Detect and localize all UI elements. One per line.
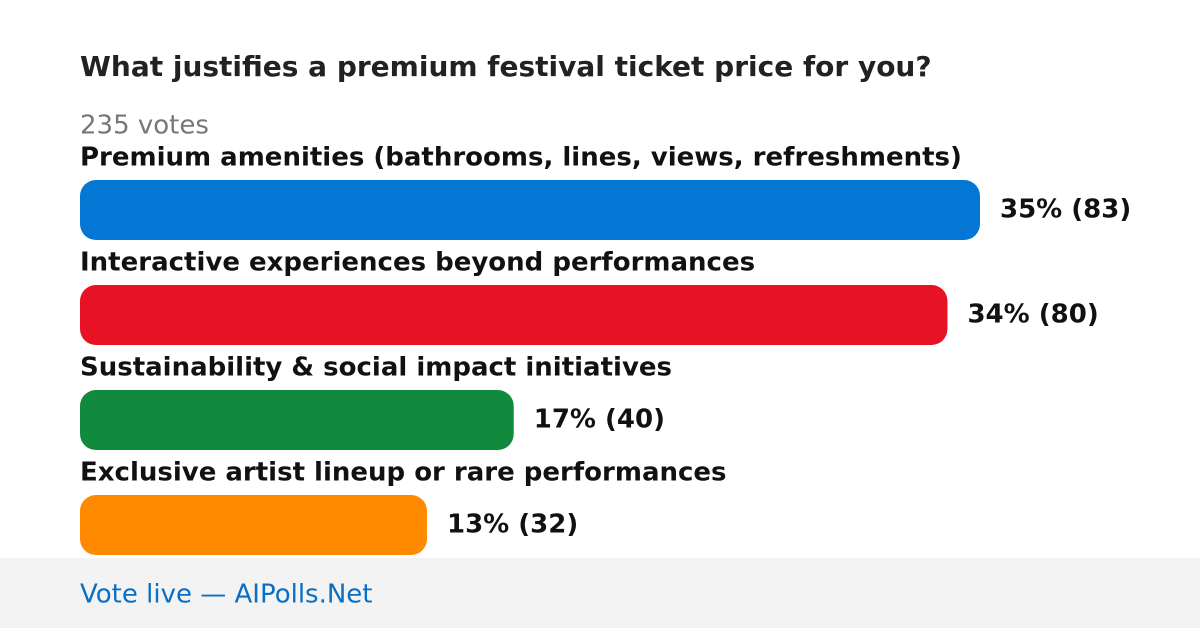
footer-band <box>0 558 1200 628</box>
footer-link[interactable]: Vote live — AIPolls.Net <box>80 580 373 610</box>
bar <box>80 390 514 450</box>
bar <box>80 285 948 345</box>
value-label: 35% (83) <box>1000 195 1131 225</box>
option-label: Exclusive artist lineup or rare performa… <box>80 458 727 488</box>
vote-count: 235 votes <box>80 111 209 141</box>
value-label: 34% (80) <box>967 300 1098 330</box>
bar <box>80 495 427 555</box>
value-label: 13% (32) <box>447 510 578 540</box>
bar <box>80 180 980 240</box>
value-label: 17% (40) <box>534 405 665 435</box>
option-label: Premium amenities (bathrooms, lines, vie… <box>80 143 962 173</box>
option-label: Sustainability & social impact initiativ… <box>80 353 672 383</box>
poll-title: What justifies a premium festival ticket… <box>80 50 932 83</box>
option-label: Interactive experiences beyond performan… <box>80 248 755 278</box>
